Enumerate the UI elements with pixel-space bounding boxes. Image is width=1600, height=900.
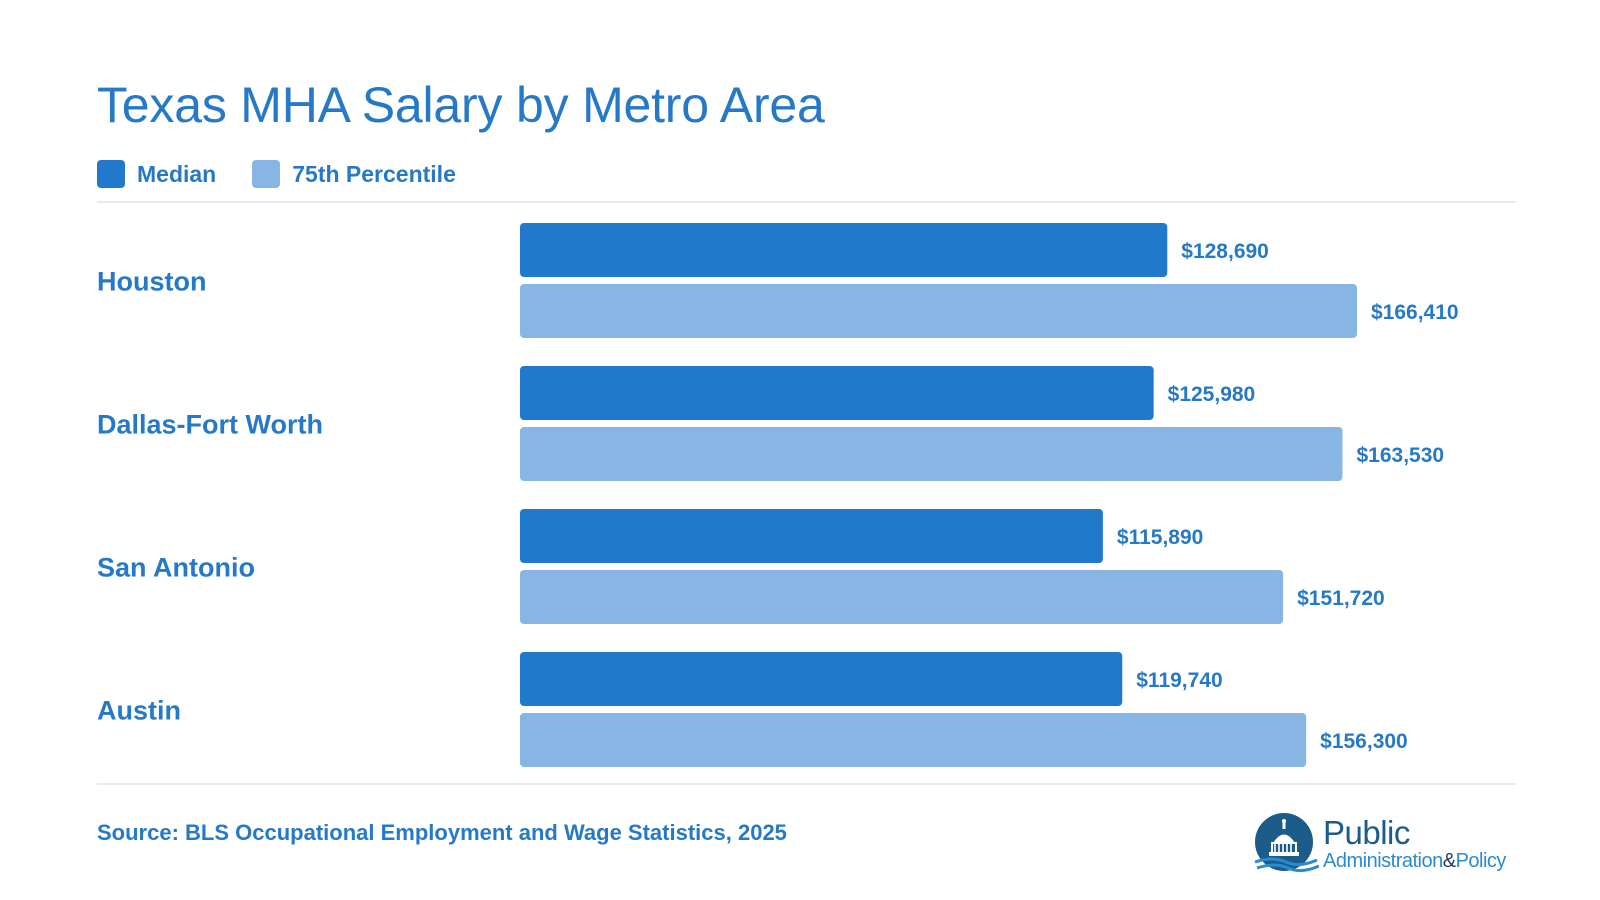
chart-title: Texas MHA Salary by Metro Area xyxy=(97,77,825,133)
divider-bottom xyxy=(97,783,1516,785)
logo-text-policy: Policy xyxy=(1455,850,1507,872)
source-note: Source: BLS Occupational Employment and … xyxy=(97,820,787,845)
legend-swatch-75th-percentile xyxy=(252,160,281,188)
data-label-dallas-fort-worth-75th-percentile: $163,530 xyxy=(1357,444,1445,467)
category-label-dallas-fort-worth: Dallas-Fort Worth xyxy=(97,410,323,440)
data-label-san-antonio-75th-percentile: $151,720 xyxy=(1297,587,1385,610)
legend: Median 75th Percentile xyxy=(97,160,492,188)
logo: Public Administration&Policy xyxy=(1253,812,1523,882)
data-label-dallas-fort-worth-median: $125,980 xyxy=(1168,383,1256,406)
data-label-houston-75th-percentile: $166,410 xyxy=(1371,301,1459,324)
legend-label-75th-percentile: 75th Percentile xyxy=(292,160,456,187)
logo-text-ampersand: & xyxy=(1442,850,1456,872)
logo-text-public: Public xyxy=(1323,814,1410,851)
bar-houston-median xyxy=(520,223,1168,277)
category-label-houston: Houston xyxy=(97,267,206,297)
bar-san-antonio-75th-percentile xyxy=(520,570,1284,624)
category-label-san-antonio: San Antonio xyxy=(97,553,255,583)
logo-text-administration-policy: Administration&Policy xyxy=(1323,850,1506,873)
bar-dallas-fort-worth-median xyxy=(520,366,1154,420)
legend-item-75th-percentile: 75th Percentile xyxy=(252,160,456,188)
bar-dallas-fort-worth-75th-percentile xyxy=(520,427,1343,481)
data-label-austin-75th-percentile: $156,300 xyxy=(1320,730,1408,753)
divider-top xyxy=(97,201,1516,203)
logo-text-administration: Administration xyxy=(1323,850,1443,872)
bar-san-antonio-median xyxy=(520,509,1103,563)
legend-item-median: Median xyxy=(97,160,216,188)
bar-austin-median xyxy=(520,652,1123,706)
category-label-austin: Austin xyxy=(97,696,181,726)
legend-label-median: Median xyxy=(137,160,217,187)
bar-austin-75th-percentile xyxy=(520,713,1307,767)
capitol-dome-icon xyxy=(1254,813,1320,873)
bar-houston-75th-percentile xyxy=(520,284,1357,338)
legend-swatch-median xyxy=(97,160,125,188)
data-label-austin-median: $119,740 xyxy=(1136,669,1222,692)
data-label-san-antonio-median: $115,890 xyxy=(1117,526,1203,549)
data-label-houston-median: $128,690 xyxy=(1181,240,1269,263)
